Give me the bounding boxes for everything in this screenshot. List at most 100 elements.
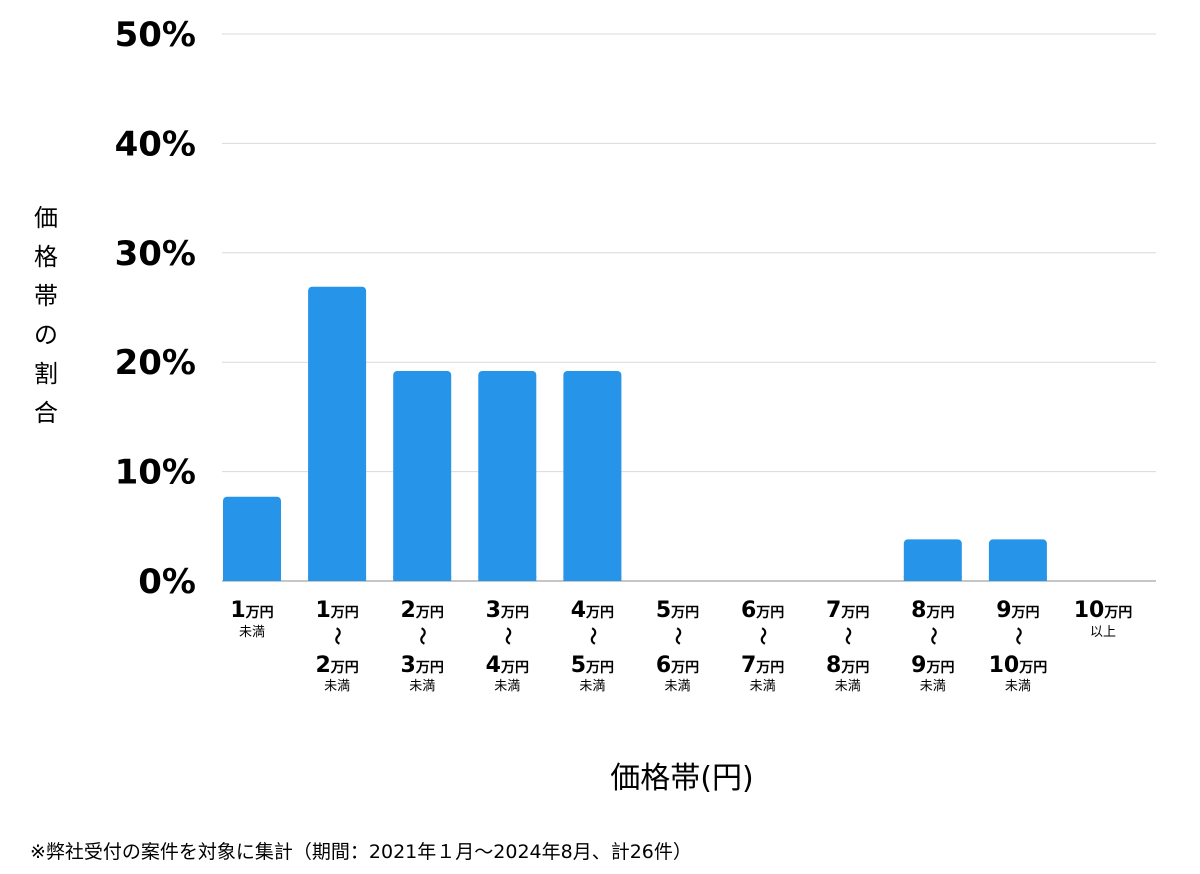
- x-tick-top: 1万円: [315, 598, 358, 623]
- x-tick-top: 3万円: [486, 598, 529, 623]
- bars: [223, 286, 1047, 581]
- x-tick-note: 未満: [324, 679, 350, 694]
- x-tick-number: 10: [989, 653, 1020, 678]
- x-tick-range-mark: 〜: [837, 627, 858, 645]
- x-tick-bottom: 3万円: [401, 653, 444, 678]
- x-tick-number: 3: [401, 653, 416, 678]
- x-tick-unit: 万円: [840, 605, 869, 621]
- x-tick-note: 未満: [1005, 679, 1031, 694]
- x-tick-bottom: 6万円: [656, 653, 699, 678]
- x-tick-number: 10: [1074, 598, 1105, 623]
- x-axis-label: 価格帯(円): [610, 761, 753, 796]
- x-tick-bottom: 10万円: [989, 653, 1048, 678]
- x-tick-unit: 万円: [330, 660, 359, 676]
- bar-base: [988, 576, 1047, 581]
- x-tick-top: 8万円: [911, 598, 954, 623]
- x-tick-top: 9万円: [996, 598, 1039, 623]
- x-tick-number: 8: [826, 653, 841, 678]
- x-tick-top: 10万円: [1074, 598, 1133, 623]
- x-tick-number: 2: [401, 598, 416, 623]
- y-axis-label-char: 価: [34, 204, 58, 232]
- x-tick-note: 未満: [494, 679, 520, 694]
- x-tick-range-mark: 〜: [496, 627, 517, 645]
- x-tick-top: 2万円: [401, 598, 444, 623]
- footnote: ※弊社受付の案件を対象に集計（期間：2021年１月〜2024年8月、計26件）: [30, 841, 692, 863]
- x-tick-range-mark: 〜: [752, 627, 773, 645]
- x-tick-unit: 万円: [585, 605, 614, 621]
- x-tick-range-mark: 〜: [581, 627, 602, 645]
- x-tick-note: 未満: [920, 679, 946, 694]
- bar-base: [393, 576, 452, 581]
- x-tick-range-mark: 〜: [411, 627, 432, 645]
- bar: [393, 370, 452, 581]
- y-tick-label: 40%: [115, 124, 196, 164]
- x-tick-unit: 万円: [1103, 605, 1132, 621]
- x-tick-unit: 万円: [840, 660, 869, 676]
- y-tick-label: 0%: [138, 562, 196, 602]
- x-tick-unit: 万円: [330, 605, 359, 621]
- y-axis-label-char: 帯: [34, 282, 58, 310]
- x-tick-number: 9: [996, 598, 1011, 623]
- x-tick-note: 未満: [750, 679, 776, 694]
- x-tick-range-mark: 〜: [326, 627, 347, 645]
- bar-base: [563, 576, 622, 581]
- y-tick-label: 30%: [115, 234, 196, 274]
- x-tick-range-mark: 〜: [1007, 627, 1028, 645]
- x-tick-number: 8: [911, 598, 926, 623]
- bar: [308, 286, 367, 581]
- x-tick-unit: 万円: [415, 605, 444, 621]
- x-tick-unit: 万円: [670, 605, 699, 621]
- x-tick-note: 未満: [664, 679, 690, 694]
- x-tick-range-mark: 〜: [667, 627, 688, 645]
- x-tick-unit: 万円: [925, 660, 954, 676]
- x-tick-note: 未満: [239, 625, 265, 640]
- bar-base: [903, 576, 962, 581]
- y-axis-label-char: 格: [34, 243, 58, 271]
- x-tick-unit: 万円: [500, 660, 529, 676]
- y-tick-label: 20%: [115, 343, 196, 383]
- x-tick-number: 5: [656, 598, 671, 623]
- x-tick-unit: 万円: [500, 605, 529, 621]
- y-axis-label-char: の: [34, 321, 58, 349]
- x-axis-ticks: 1万円未満1万円〜2万円未満2万円〜3万円未満3万円〜4万円未満4万円〜5万円未…: [230, 598, 1132, 694]
- x-tick-unit: 万円: [755, 660, 784, 676]
- x-tick-number: 1: [315, 598, 330, 623]
- bar: [563, 370, 622, 581]
- x-tick-unit: 万円: [245, 605, 274, 621]
- x-tick-bottom: 7万円: [741, 653, 784, 678]
- x-tick-unit: 万円: [415, 660, 444, 676]
- x-tick-bottom: 8万円: [826, 653, 869, 678]
- x-tick-note: 以上: [1090, 625, 1116, 640]
- x-tick-bottom: 9万円: [911, 653, 954, 678]
- x-tick-unit: 万円: [755, 605, 784, 621]
- x-tick-number: 4: [571, 598, 586, 623]
- x-tick-top: 7万円: [826, 598, 869, 623]
- x-tick-unit: 万円: [1011, 605, 1040, 621]
- x-tick-number: 1: [230, 598, 245, 623]
- x-tick-number: 7: [826, 598, 841, 623]
- x-tick-unit: 万円: [1018, 660, 1047, 676]
- y-axis-ticks: 0% 10% 20% 30% 40% 50%: [115, 15, 196, 602]
- x-tick-top: 6万円: [741, 598, 784, 623]
- x-tick-note: 未満: [409, 679, 435, 694]
- bar: [478, 370, 537, 581]
- x-tick-bottom: 5万円: [571, 653, 614, 678]
- x-tick-unit: 万円: [925, 605, 954, 621]
- x-tick-number: 6: [741, 598, 756, 623]
- bar-chart: 0%10%20%30%40%50% 1万円未満1万円〜2万円未満2万円〜3万円未…: [34, 15, 1156, 796]
- x-tick-number: 6: [656, 653, 671, 678]
- y-axis-label-char: 合: [34, 399, 58, 427]
- bar: [223, 496, 281, 581]
- y-tick-label: 50%: [115, 15, 196, 55]
- x-tick-unit: 万円: [585, 660, 614, 676]
- bar-base: [478, 576, 537, 581]
